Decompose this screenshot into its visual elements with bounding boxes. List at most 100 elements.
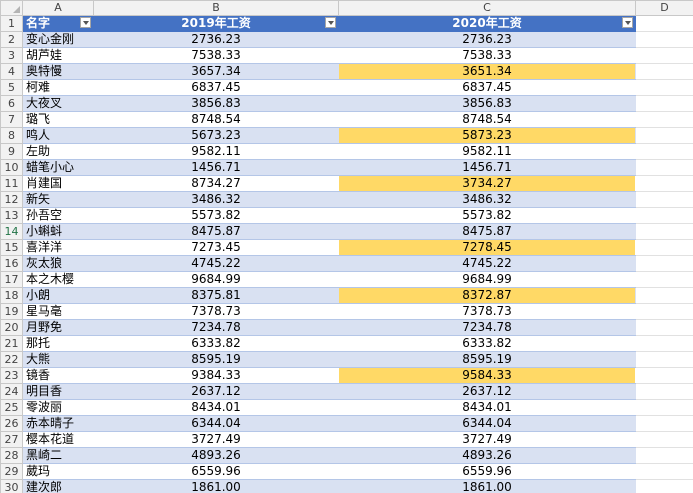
salary-2020-cell-highlighted[interactable]: 5873.23 [338,127,636,144]
row-header[interactable]: 24 [0,383,23,400]
empty-cell[interactable] [635,15,693,32]
row-header[interactable]: 7 [0,111,23,128]
salary-2019-cell[interactable]: 7273.45 [93,239,339,256]
empty-cell[interactable] [635,63,693,80]
empty-cell[interactable] [635,431,693,448]
empty-cell[interactable] [635,191,693,208]
row-header[interactable]: 11 [0,175,23,192]
name-cell[interactable]: 赤本晴子 [22,415,94,432]
empty-cell[interactable] [635,447,693,464]
row-header[interactable]: 12 [0,191,23,208]
row-header[interactable]: 17 [0,271,23,288]
salary-2019-cell[interactable]: 6837.45 [93,79,339,96]
name-cell[interactable]: 蜡笔小心 [22,159,94,176]
column-header-d[interactable]: D [635,0,693,16]
name-cell[interactable]: 灰太狼 [22,255,94,272]
row-header[interactable]: 10 [0,159,23,176]
salary-2020-cell-highlighted[interactable]: 7278.45 [338,239,636,256]
row-header[interactable]: 2 [0,31,23,48]
row-header[interactable]: 8 [0,127,23,144]
name-cell[interactable]: 明目香 [22,383,94,400]
salary-2019-cell[interactable]: 8748.54 [93,111,339,128]
salary-2019-cell[interactable]: 2736.23 [93,31,339,48]
name-cell[interactable]: 建次郎 [22,479,94,493]
filter-dropdown-icon[interactable] [622,17,633,28]
empty-cell[interactable] [635,367,693,384]
header-cell-2019[interactable]: 2019年工资 [93,15,339,32]
salary-2019-cell[interactable]: 2637.12 [93,383,339,400]
salary-2019-cell[interactable]: 7538.33 [93,47,339,64]
empty-cell[interactable] [635,255,693,272]
name-cell[interactable]: 奥特慢 [22,63,94,80]
salary-2020-cell[interactable]: 6559.96 [338,463,636,480]
salary-2020-cell[interactable]: 3727.49 [338,431,636,448]
name-cell[interactable]: 柯难 [22,79,94,96]
column-header-b[interactable]: B [93,0,339,16]
salary-2019-cell[interactable]: 1861.00 [93,479,339,493]
row-header[interactable]: 29 [0,463,23,480]
row-header[interactable]: 28 [0,447,23,464]
empty-cell[interactable] [635,287,693,304]
salary-2020-cell[interactable]: 8595.19 [338,351,636,368]
salary-2019-cell[interactable]: 7378.73 [93,303,339,320]
salary-2019-cell[interactable]: 3856.83 [93,95,339,112]
row-header[interactable]: 18 [0,287,23,304]
salary-2020-cell[interactable]: 7234.78 [338,319,636,336]
row-header[interactable]: 26 [0,415,23,432]
row-header[interactable]: 22 [0,351,23,368]
column-header-c[interactable]: C [338,0,636,16]
salary-2019-cell[interactable]: 9582.11 [93,143,339,160]
salary-2019-cell[interactable]: 5673.23 [93,127,339,144]
name-cell[interactable]: 肖建国 [22,175,94,192]
name-cell[interactable]: 大熊 [22,351,94,368]
row-header[interactable]: 5 [0,79,23,96]
empty-cell[interactable] [635,319,693,336]
salary-2019-cell[interactable]: 3657.34 [93,63,339,80]
empty-cell[interactable] [635,399,693,416]
empty-cell[interactable] [635,383,693,400]
name-cell[interactable]: 喜洋洋 [22,239,94,256]
name-cell[interactable]: 本之木樱 [22,271,94,288]
empty-cell[interactable] [635,207,693,224]
name-cell[interactable]: 零波丽 [22,399,94,416]
salary-2020-cell-highlighted[interactable]: 8372.87 [338,287,636,304]
salary-2019-cell[interactable]: 3486.32 [93,191,339,208]
empty-cell[interactable] [635,239,693,256]
salary-2019-cell[interactable]: 8595.19 [93,351,339,368]
salary-2019-cell[interactable]: 7234.78 [93,319,339,336]
empty-cell[interactable] [635,127,693,144]
row-header[interactable]: 4 [0,63,23,80]
empty-cell[interactable] [635,415,693,432]
salary-2019-cell[interactable]: 6333.82 [93,335,339,352]
column-header-a[interactable]: A [22,0,94,16]
header-cell-name[interactable]: 名字 [22,15,94,32]
empty-cell[interactable] [635,111,693,128]
empty-cell[interactable] [635,31,693,48]
salary-2019-cell[interactable]: 1456.71 [93,159,339,176]
name-cell[interactable]: 胡芦娃 [22,47,94,64]
select-all-corner[interactable] [0,0,23,16]
salary-2020-cell[interactable]: 7538.33 [338,47,636,64]
row-header[interactable]: 6 [0,95,23,112]
empty-cell[interactable] [635,79,693,96]
salary-2019-cell[interactable]: 3727.49 [93,431,339,448]
row-header[interactable]: 13 [0,207,23,224]
name-cell[interactable]: 小朗 [22,287,94,304]
name-cell[interactable]: 鸣人 [22,127,94,144]
salary-2020-cell[interactable]: 9684.99 [338,271,636,288]
name-cell[interactable]: 璐飞 [22,111,94,128]
name-cell[interactable]: 孙吾空 [22,207,94,224]
empty-cell[interactable] [635,47,693,64]
salary-2020-cell[interactable]: 8475.87 [338,223,636,240]
empty-cell[interactable] [635,95,693,112]
row-header[interactable]: 14 [0,223,23,240]
row-header[interactable]: 25 [0,399,23,416]
row-header[interactable]: 20 [0,319,23,336]
filter-dropdown-icon[interactable] [325,17,336,28]
name-cell[interactable]: 小蝌蚪 [22,223,94,240]
row-header[interactable]: 23 [0,367,23,384]
empty-cell[interactable] [635,223,693,240]
row-header[interactable]: 3 [0,47,23,64]
row-header[interactable]: 9 [0,143,23,160]
salary-2019-cell[interactable]: 9684.99 [93,271,339,288]
